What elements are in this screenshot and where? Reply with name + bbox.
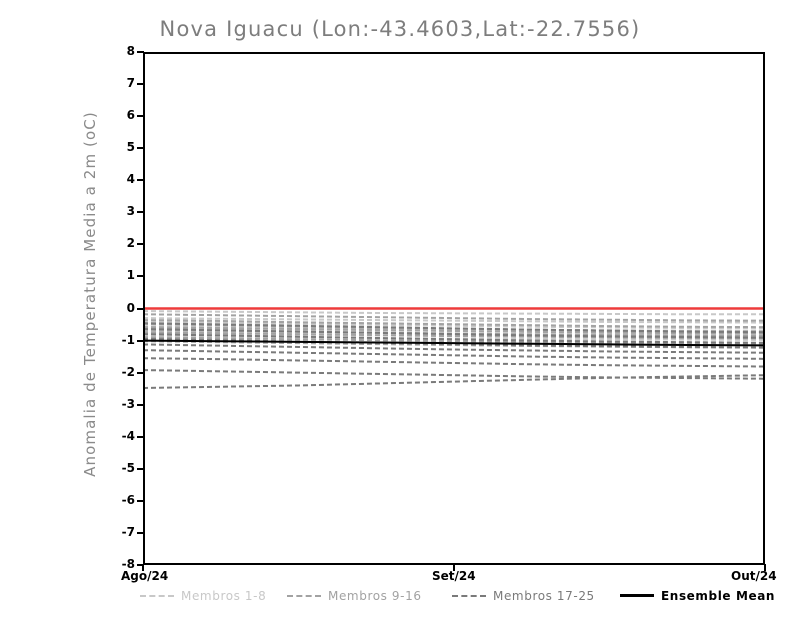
y-tick-mark <box>137 211 144 214</box>
y-tick-label: 4 <box>126 172 135 187</box>
legend-item[interactable]: Ensemble Mean <box>620 585 775 603</box>
y-tick-label: 7 <box>126 76 135 91</box>
member-line <box>145 317 763 324</box>
y-tick-mark <box>137 147 144 150</box>
plot-area <box>145 54 763 563</box>
y-tick-mark <box>137 243 144 246</box>
y-tick-label: -5 <box>121 460 135 475</box>
member-line <box>145 322 763 334</box>
member-line <box>145 327 763 334</box>
member-line <box>145 320 763 330</box>
x-tick-label: Ago/24 <box>121 569 169 583</box>
legend-label: Membros 17-25 <box>493 588 595 603</box>
y-tick-mark <box>137 467 144 470</box>
legend-item[interactable]: Membros 9-16 <box>287 585 422 603</box>
legend-label: Membros 9-16 <box>328 588 422 603</box>
member-line <box>145 328 763 338</box>
y-tick-label: 2 <box>126 236 135 251</box>
member-line <box>145 335 763 341</box>
y-tick-label: 5 <box>126 140 135 155</box>
member-line <box>145 329 763 337</box>
y-tick-label: -6 <box>121 492 135 507</box>
y-tick-label: -1 <box>121 332 135 347</box>
y-tick-mark <box>137 531 144 534</box>
member-line <box>145 319 763 329</box>
y-tick-mark <box>137 371 144 374</box>
y-tick-label: 3 <box>126 204 135 219</box>
member-line <box>145 349 763 360</box>
y-tick-label: -4 <box>121 428 135 443</box>
y-tick-mark <box>137 179 144 182</box>
member-line <box>145 332 763 339</box>
legend-label: Membros 1-8 <box>181 588 267 603</box>
y-tick-mark <box>137 115 144 118</box>
y-tick-mark <box>137 403 144 406</box>
y-tick-label: 8 <box>126 44 135 58</box>
member-line <box>145 325 763 332</box>
x-tick-label: Set/24 <box>432 569 476 583</box>
x-tick-label: Out/24 <box>731 569 777 583</box>
y-tick-mark <box>137 435 144 438</box>
y-tick-label: -3 <box>121 396 135 411</box>
member-line <box>145 310 763 316</box>
legend-swatch <box>140 594 174 597</box>
y-tick-label: 6 <box>126 108 135 123</box>
series-canvas <box>145 307 763 389</box>
member-line <box>145 328 763 339</box>
y-tick-label: -7 <box>121 524 135 539</box>
chart-title: Nova Iguacu (Lon:-43.4603,Lat:-22.7556) <box>159 17 641 41</box>
legend-item[interactable]: Membros 1-8 <box>140 585 266 603</box>
ensemble-mean-line <box>145 339 763 347</box>
y-axis-ticks: 8 7 6 5 4 3 2 1 0 -1 -2 -3 -4 -5 -6 -7 -8 <box>0 0 144 618</box>
legend-swatch <box>287 594 321 597</box>
y-tick-label: -2 <box>121 364 135 379</box>
member-line <box>145 322 763 333</box>
y-tick-mark <box>137 307 144 310</box>
legend-label: Ensemble Mean <box>661 588 776 603</box>
y-tick-mark <box>137 83 144 86</box>
x-tick-mark <box>142 564 144 571</box>
chart-legend: Membros 1-8 Membros 9-16 Membros 17-25 Ense… <box>0 585 800 605</box>
y-tick-label: 0 <box>126 300 135 315</box>
member-line <box>145 326 763 335</box>
y-tick-mark <box>137 564 144 566</box>
legend-swatch <box>620 594 654 597</box>
y-tick-mark <box>137 275 144 278</box>
y-tick-mark <box>137 51 144 53</box>
y-tick-label: -8 <box>121 557 135 571</box>
legend-item[interactable]: Membros 17-25 <box>452 585 595 603</box>
member-line <box>145 369 763 380</box>
member-line <box>145 313 763 322</box>
x-tick-mark <box>764 564 766 571</box>
y-tick-mark <box>137 339 144 342</box>
member-line <box>145 374 763 389</box>
x-tick-mark <box>453 564 455 571</box>
y-tick-label: 1 <box>126 268 135 283</box>
member-line <box>145 357 763 368</box>
legend-swatch <box>452 594 486 597</box>
member-line <box>145 331 763 340</box>
y-tick-mark <box>137 499 144 502</box>
